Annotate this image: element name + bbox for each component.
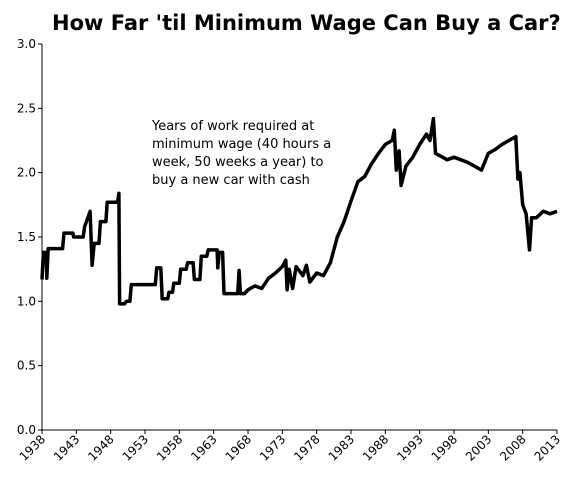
x-tick-label: 2003	[463, 432, 494, 463]
annotation: Years of work required at	[151, 119, 314, 134]
y-tick-label: 2.0	[17, 166, 36, 180]
x-tick-label: 2013	[532, 432, 563, 463]
chart-title: How Far 'til Minimum Wage Can Buy a Car?	[52, 11, 561, 35]
y-tick-label: 0.5	[17, 359, 36, 373]
x-tick-label: 2008	[497, 432, 528, 463]
x-tick-label: 1943	[51, 432, 82, 463]
annotation: minimum wage (40 hours a	[152, 137, 331, 152]
annotation: buy a new car with cash	[152, 173, 310, 188]
x-tick-label: 1993	[394, 432, 425, 463]
x-tick-label: 1968	[223, 432, 254, 463]
x-tick-label: 1988	[360, 432, 391, 463]
y-tick-label: 0.0	[17, 423, 36, 437]
y-tick-label: 3.0	[17, 37, 36, 51]
x-tick-label: 1953	[120, 432, 151, 463]
x-tick-label: 1973	[257, 432, 288, 463]
x-tick-label: 1958	[154, 432, 185, 463]
x-tick-label: 1948	[85, 432, 116, 463]
x-tick-label: 1983	[326, 432, 357, 463]
y-tick-label: 2.5	[17, 101, 36, 115]
x-tick-label: 1998	[429, 432, 460, 463]
y-tick-label: 1.5	[17, 230, 36, 244]
annotation: week, 50 weeks a year) to	[152, 155, 324, 170]
x-tick-label: 1978	[291, 432, 322, 463]
x-tick-label: 1963	[188, 432, 219, 463]
data-line	[40, 116, 558, 306]
y-tick-label: 1.0	[17, 294, 36, 308]
